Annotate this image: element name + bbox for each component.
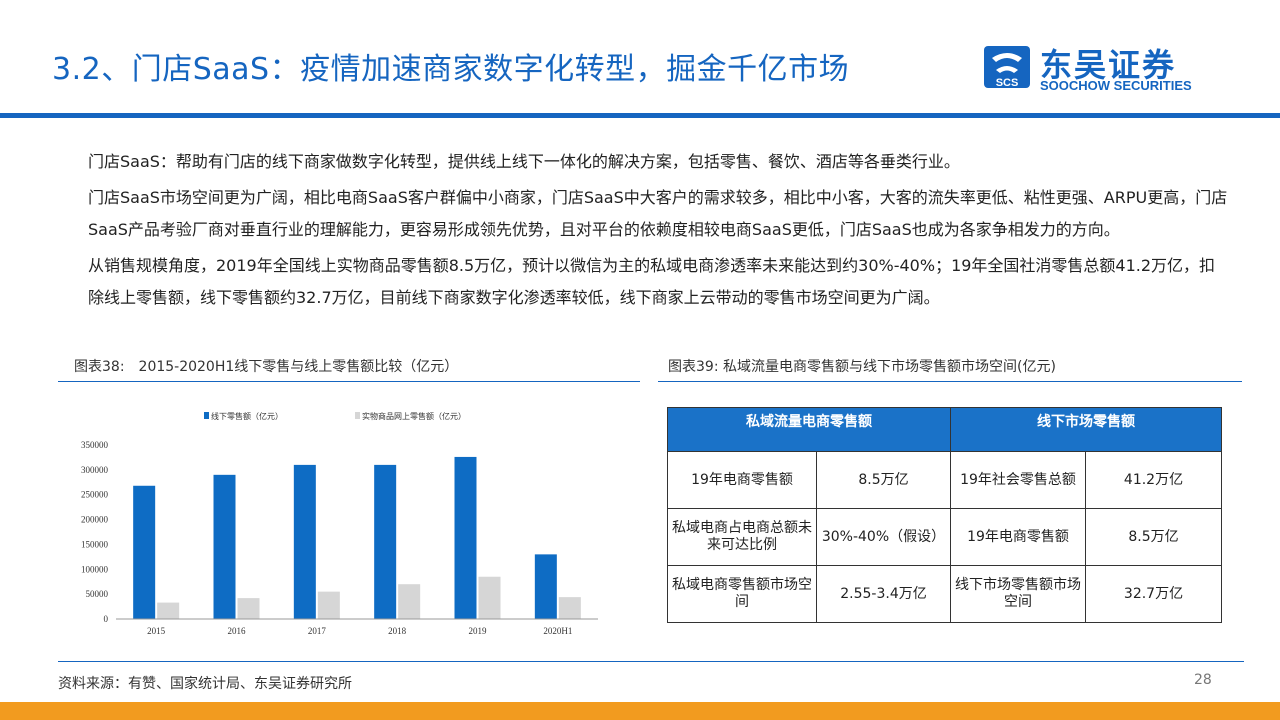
table-header-offline: 线下市场零售额 (950, 407, 1222, 452)
bar-2016-offline (213, 474, 236, 619)
bar-2018-offline (374, 464, 397, 619)
bar-2015-online (157, 602, 180, 619)
y-tick-label: 150000 (81, 539, 109, 549)
bar-2017-offline (293, 464, 316, 619)
bottom-accent-bar (0, 702, 1280, 720)
x-tick-label: 2018 (388, 626, 407, 636)
y-tick-label: 0 (104, 614, 109, 624)
table-cell: 41.2万亿 (1085, 451, 1222, 509)
bullet-item-2: 门店SaaS市场空间更为广阔，相比电商SaaS客户群偏中小商家，门店SaaS中大… (58, 182, 1228, 246)
scs-logo-icon: SCS (984, 46, 1030, 89)
x-tick-label: 2017 (308, 626, 327, 636)
x-tick-label: 2020H1 (543, 626, 572, 636)
chart-caption: 图表38: 2015-2020H1线下零售与线上零售额比较（亿元） (74, 359, 459, 375)
legend-swatch (355, 412, 360, 419)
legend-label: 实物商品网上零售额（亿元） (362, 411, 466, 421)
bar-2017-online (317, 591, 340, 619)
logo-mark-text: SCS (996, 77, 1019, 89)
bullet-item-1: 门店SaaS：帮助有门店的线下商家做数字化转型，提供线上线下一体化的解决方案，包… (58, 146, 1228, 178)
table-header-row: 私域流量电商零售额 线下市场零售额 (667, 407, 1222, 452)
bar-2015-offline (133, 485, 156, 619)
table-cell: 私域电商占电商总额未来可达比例 (667, 508, 817, 566)
bullet-text-1: 门店SaaS：帮助有门店的线下商家做数字化转型，提供线上线下一体化的解决方案，包… (88, 152, 960, 171)
chart-bars (133, 456, 581, 619)
table-cell: 8.5万亿 (1085, 508, 1222, 566)
logo-chinese-name: 东吴证券 (1040, 46, 1177, 84)
x-tick-label: 2016 (228, 626, 247, 636)
table-row: 私域电商零售额市场空间 2.55-3.4万亿 线下市场零售额市场空间 32.7万… (667, 565, 1222, 623)
table-cell: 19年电商零售额 (667, 451, 817, 509)
x-tick-label: 2019 (469, 626, 488, 636)
bar-2018-online (398, 584, 421, 619)
table-cell: 32.7万亿 (1085, 565, 1222, 623)
source-note: 资料来源：有赞、国家统计局、东吴证券研究所 (58, 676, 352, 692)
bar-2020H1-online (558, 597, 581, 619)
chart-legend: 线下零售额（亿元） 实物商品网上零售额（亿元） (204, 411, 466, 421)
legend-swatch (204, 412, 209, 419)
y-tick-label: 100000 (81, 564, 109, 574)
y-tick-label: 300000 (81, 465, 109, 475)
table-cell: 2.55-3.4万亿 (816, 565, 951, 623)
bar-2019-offline (454, 456, 477, 619)
company-logo: SCS 东吴证券 SOOCHOW SECURITIES (982, 40, 1222, 96)
retail-bar-chart: 线下零售额（亿元） 实物商品网上零售额（亿元） 0 50000 100000 15000… (81, 411, 598, 636)
table-cell: 私域电商零售额市场空间 (667, 565, 817, 623)
logo-english-name: SOOCHOW SECURITIES (1040, 78, 1192, 93)
chart-y-axis: 0 50000 100000 150000 200000 250000 300000 3500… (81, 440, 109, 624)
footer-divider (58, 661, 1244, 662)
table-cell: 19年电商零售额 (950, 508, 1086, 566)
legend-label: 线下零售额（亿元） (211, 411, 283, 421)
slide-title: 3.2、门店SaaS：疫情加速商家数字化转型，掘金千亿市场 (52, 52, 850, 87)
bullet-item-3: 从销售规模角度，2019年全国线上实物商品零售额8.5万亿，预计以微信为主的私域… (58, 250, 1228, 314)
bullet-text-3: 从销售规模角度，2019年全国线上实物商品零售额8.5万亿，预计以微信为主的私域… (88, 256, 1216, 307)
bar-2019-online (478, 576, 501, 619)
table-cell: 8.5万亿 (816, 451, 951, 509)
page-number: 28 (1194, 672, 1212, 688)
y-tick-label: 50000 (86, 589, 109, 599)
table-cell: 30%-40%（假设） (816, 508, 951, 566)
market-size-table: 私域流量电商零售额 线下市场零售额 19年电商零售额 8.5万亿 19年社会零售… (667, 407, 1222, 623)
table-row: 19年电商零售额 8.5万亿 19年社会零售总额 41.2万亿 (667, 451, 1222, 509)
bar-2020H1-offline (534, 554, 557, 619)
x-tick-label: 2015 (147, 626, 166, 636)
y-tick-label: 350000 (81, 440, 109, 450)
bullet-list: 门店SaaS：帮助有门店的线下商家做数字化转型，提供线上线下一体化的解决方案，包… (58, 146, 1228, 318)
table-cell: 19年社会零售总额 (950, 451, 1086, 509)
chart-x-axis: 2015 2016 2017 2018 2019 2020H1 (116, 618, 598, 636)
bullet-text-2: 门店SaaS市场空间更为广阔，相比电商SaaS客户群偏中小商家，门店SaaS中大… (88, 188, 1228, 239)
y-tick-label: 250000 (81, 490, 109, 500)
bar-2016-online (237, 598, 260, 619)
table-cell: 线下市场零售额市场空间 (950, 565, 1086, 623)
header-divider (0, 113, 1280, 118)
chart-caption-rule (58, 381, 640, 382)
y-tick-label: 200000 (81, 515, 109, 525)
table-caption: 图表39: 私域流量电商零售额与线下市场零售额市场空间(亿元) (668, 359, 1056, 375)
table-row: 私域电商占电商总额未来可达比例 30%-40%（假设） 19年电商零售额 8.5… (667, 508, 1222, 566)
table-caption-rule (658, 381, 1242, 382)
table-header-private: 私域流量电商零售额 (667, 407, 951, 452)
